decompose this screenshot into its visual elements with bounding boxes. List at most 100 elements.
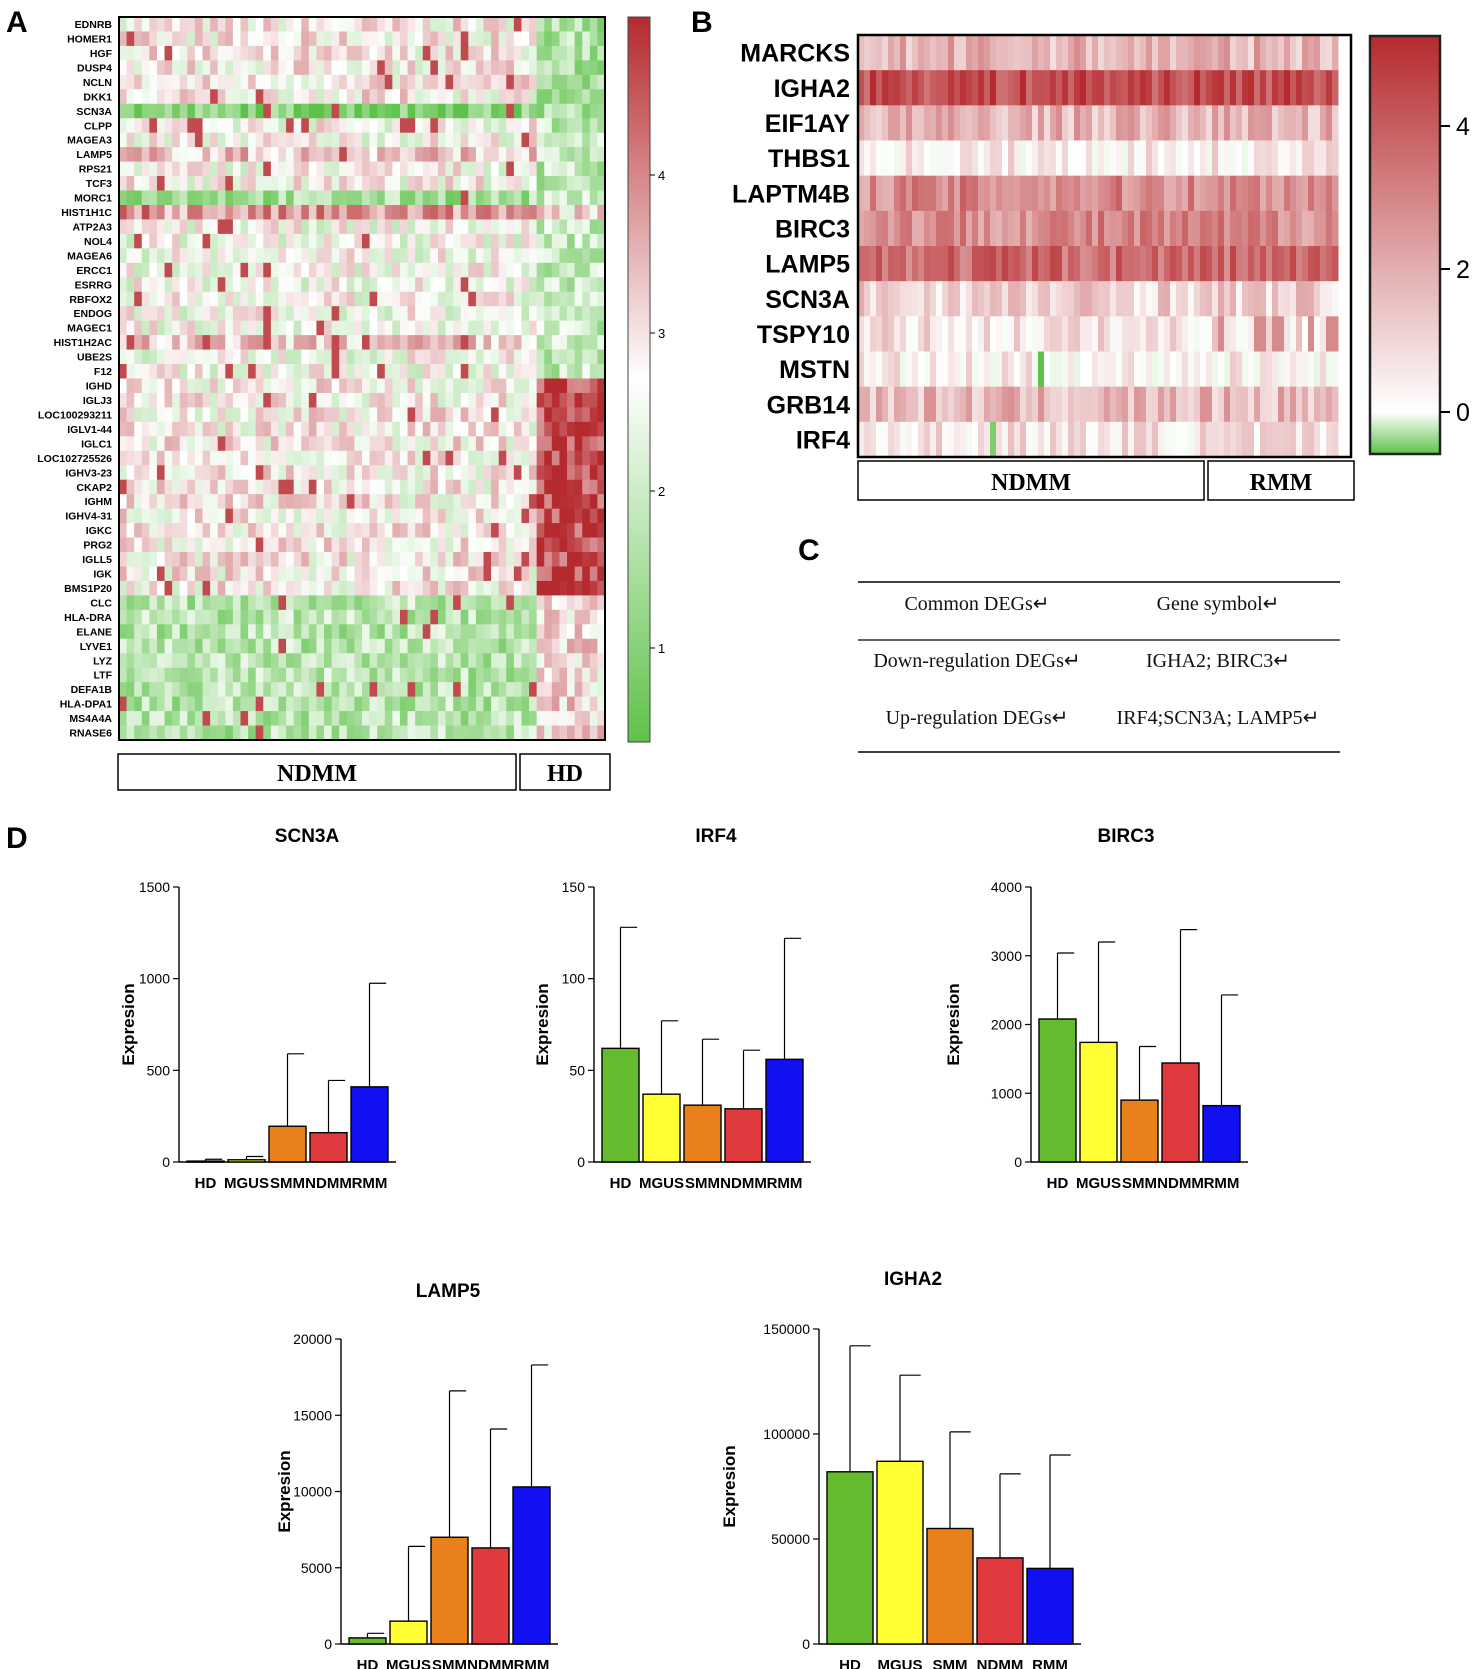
heatmap-a-cell bbox=[316, 31, 325, 47]
heatmap-b-cell bbox=[888, 316, 895, 352]
heatmap-b-cell bbox=[1080, 351, 1087, 388]
heatmap-a-cell bbox=[354, 682, 363, 698]
heatmap-a-group-ndmm: NDMM bbox=[277, 761, 357, 787]
heatmap-a-cell bbox=[399, 465, 409, 481]
heatmap-a-cell bbox=[346, 248, 355, 264]
heatmap-a-cell bbox=[164, 89, 173, 105]
heatmap-a-cell bbox=[407, 465, 416, 481]
heatmap-a-cell bbox=[308, 89, 317, 105]
heatmap-a-cell bbox=[324, 436, 333, 452]
heatmap-a-cell bbox=[506, 421, 515, 437]
heatmap-a-cell bbox=[217, 479, 226, 495]
heatmap-b-cell bbox=[918, 140, 925, 177]
heatmap-a-cell bbox=[119, 161, 128, 177]
x-tick-label: MGUS bbox=[386, 1657, 431, 1669]
heatmap-a-cell bbox=[172, 219, 181, 235]
heatmap-a-cell bbox=[179, 161, 188, 177]
heatmap-a-cell bbox=[437, 103, 447, 119]
heatmap-b-cell bbox=[1110, 70, 1117, 106]
heatmap-a-cell bbox=[384, 219, 393, 235]
heatmap-b-cell bbox=[1242, 210, 1249, 247]
heatmap-a-cell bbox=[179, 595, 188, 611]
heatmap-a-cell bbox=[255, 552, 264, 567]
heatmap-a-cell bbox=[293, 176, 302, 192]
heatmap-a-cell bbox=[498, 552, 507, 567]
heatmap-a-cell bbox=[460, 103, 469, 119]
heatmap-a-cell bbox=[407, 204, 416, 220]
heatmap-a-cell bbox=[126, 45, 135, 61]
heatmap-b-cell bbox=[876, 281, 883, 317]
heatmap-a-cell bbox=[551, 566, 560, 582]
gene-label-a: RPS21 bbox=[79, 164, 112, 176]
heatmap-a-cell bbox=[324, 31, 333, 47]
heatmap-a-cell bbox=[339, 335, 348, 351]
heatmap-b-cell bbox=[1056, 421, 1063, 458]
heatmap-a-cell bbox=[263, 233, 272, 249]
heatmap-a-cell bbox=[422, 537, 431, 553]
heatmap-a-cell bbox=[316, 624, 325, 640]
heatmap-a-cell bbox=[491, 291, 500, 307]
bar-ndmm bbox=[976, 1557, 1024, 1645]
heatmap-a-cell bbox=[513, 17, 522, 32]
heatmap-a-cell bbox=[286, 349, 295, 365]
heatmap-a-cell bbox=[232, 74, 241, 90]
heatmap-b-cell bbox=[996, 140, 1003, 177]
heatmap-a-cell bbox=[225, 566, 234, 582]
heatmap-a-cell bbox=[156, 580, 166, 596]
heatmap-a-cell bbox=[536, 233, 545, 249]
heatmap-a-cell bbox=[559, 277, 568, 293]
heatmap-a-cell bbox=[529, 667, 538, 683]
heatmap-a-cell bbox=[475, 233, 484, 249]
heatmap-a-cell bbox=[567, 190, 576, 206]
heatmap-a-cell bbox=[559, 450, 568, 466]
heatmap-a-cell bbox=[369, 103, 378, 119]
heatmap-b-cell bbox=[1302, 210, 1309, 247]
colorbar-a-tick-1: 1 bbox=[658, 641, 665, 656]
heatmap-a-cell bbox=[240, 508, 249, 524]
heatmap-a-cell bbox=[597, 60, 606, 76]
heatmap-b-cell bbox=[1194, 210, 1201, 247]
heatmap-a-cell bbox=[468, 552, 477, 567]
heatmap-a-cell bbox=[119, 421, 128, 437]
heatmap-b-cell bbox=[1044, 35, 1051, 71]
heatmap-a-cell bbox=[331, 653, 340, 669]
heatmap-a-cell bbox=[498, 638, 507, 654]
heatmap-a-cell bbox=[536, 725, 545, 741]
heatmap-a-cell bbox=[255, 147, 264, 163]
heatmap-b-cell bbox=[858, 421, 865, 458]
heatmap-a-cell bbox=[210, 17, 219, 32]
heatmap-a-cell bbox=[134, 74, 143, 90]
heatmap-a-cell bbox=[225, 682, 234, 698]
heatmap-b-cell bbox=[924, 246, 931, 282]
heatmap-a-cell bbox=[513, 552, 522, 567]
heatmap-a-cell bbox=[468, 262, 477, 278]
heatmap-a-cell bbox=[187, 667, 196, 683]
heatmap-a-cell bbox=[172, 17, 181, 32]
heatmap-a-cell bbox=[179, 349, 188, 365]
bar-smm bbox=[430, 1536, 469, 1645]
heatmap-b-cell bbox=[1122, 386, 1129, 423]
heatmap-a-cell bbox=[263, 74, 272, 90]
heatmap-a-cell bbox=[392, 378, 401, 394]
y-tick-label: 1000 bbox=[139, 971, 170, 987]
heatmap-a-cell bbox=[331, 147, 340, 163]
heatmap-b-cell bbox=[1020, 105, 1027, 141]
heatmap-a-cell bbox=[506, 147, 515, 163]
heatmap-a-cell bbox=[293, 465, 302, 481]
heatmap-a-cell bbox=[202, 60, 211, 76]
heatmap-a-cell bbox=[384, 392, 393, 408]
heatmap-a-cell bbox=[362, 190, 371, 206]
heatmap-a-cell bbox=[156, 17, 166, 32]
heatmap-b-cell bbox=[1188, 175, 1195, 212]
heatmap-a-cell bbox=[164, 523, 173, 539]
heatmap-a-cell bbox=[119, 479, 128, 495]
heatmap-b-cell bbox=[1302, 351, 1309, 388]
heatmap-a-cell bbox=[339, 624, 348, 640]
heatmap-b-cell bbox=[930, 105, 937, 141]
heatmap-a-cell bbox=[308, 725, 317, 741]
heatmap-a-cell bbox=[407, 682, 416, 698]
heatmap-a-cell bbox=[278, 277, 287, 293]
heatmap-a-cell bbox=[301, 291, 310, 307]
heatmap-a-cell bbox=[574, 364, 583, 379]
heatmap-a-cell bbox=[316, 161, 325, 177]
